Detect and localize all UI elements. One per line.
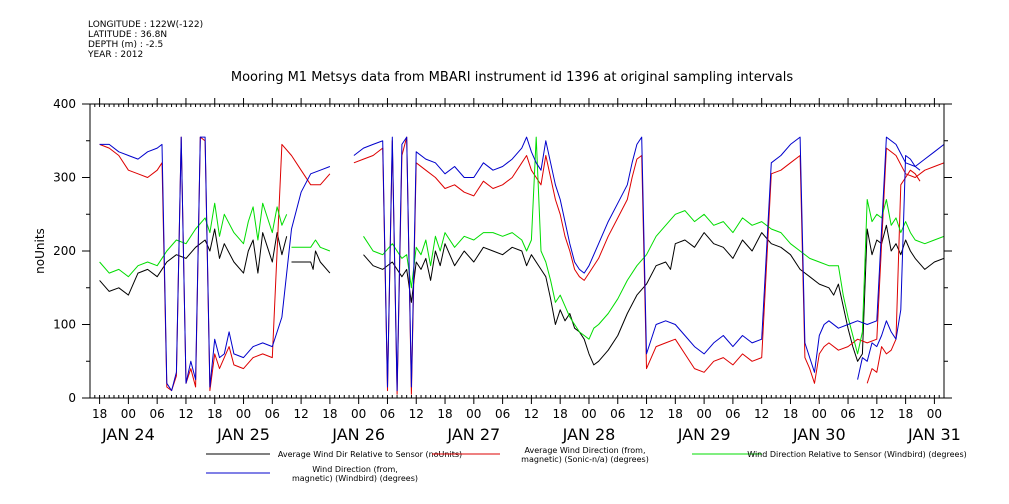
x-hour-label: 00	[121, 407, 136, 421]
x-hour-label: 12	[869, 407, 884, 421]
x-hour-label: 06	[150, 407, 165, 421]
x-hour-label: 12	[409, 407, 424, 421]
x-hour-label: 12	[178, 407, 193, 421]
legend-label-line: Average Wind Direction (from,	[524, 446, 645, 455]
series-3-segment-0	[99, 136, 331, 392]
series-0-segment-0	[99, 228, 288, 296]
x-hour-label: 06	[265, 407, 280, 421]
x-day-label: JAN 29	[677, 425, 731, 444]
x-hour-label: 06	[725, 407, 740, 421]
legend-label-1: Average Wind Direction (from, magnetic) (…	[521, 446, 649, 464]
x-hour-label: 18	[207, 407, 222, 421]
x-hour-label: 12	[639, 407, 654, 421]
x-hour-label: 18	[783, 407, 798, 421]
x-hour-label: 18	[92, 407, 107, 421]
axes-layer: 0 100 200 300 400 18 00 06 12 18 00 06 12 18 00 06 12 18 0…	[53, 97, 961, 444]
metadata-block: LONGITUDE : 122W(-122) LATITUDE : 36.8N …	[88, 20, 203, 60]
x-day-label: JAN 27	[446, 425, 500, 444]
series-3-segment-2	[857, 155, 921, 380]
x-day-label: JAN 24	[101, 425, 155, 444]
series-2-segment-2	[363, 136, 944, 355]
x-hour-label: 06	[840, 407, 855, 421]
x-hour-label: 18	[668, 407, 683, 421]
series-3-segment-1	[353, 136, 944, 392]
legend-label-line: magnetic) (Sonic-n/a) (degrees)	[521, 455, 649, 464]
x-hour-label: 00	[927, 407, 942, 421]
x-hour-label: 12	[754, 407, 769, 421]
legend-label-line: magnetic) (Windbird) (degrees)	[292, 474, 418, 483]
x-day-label: JAN 25	[216, 425, 270, 444]
series-0-segment-1	[291, 250, 331, 274]
y-tick-label: 0	[68, 391, 76, 405]
x-hour-label: 06	[495, 407, 510, 421]
x-day-label: JAN 31	[907, 425, 961, 444]
series-2-segment-0	[99, 202, 288, 278]
x-hour-label: 18	[898, 407, 913, 421]
x-hour-label: 18	[322, 407, 337, 421]
y-axis-label: noUnits	[33, 228, 47, 274]
x-day-label: JAN 28	[562, 425, 616, 444]
x-hour-label: 00	[466, 407, 481, 421]
chart-title: Mooring M1 Metsys data from MBARI instru…	[231, 70, 793, 85]
legend-label-2: Wind Direction Relative to Sensor (Windb…	[747, 450, 967, 459]
x-hour-label: 06	[380, 407, 395, 421]
x-hour-label: 00	[812, 407, 827, 421]
series-1-segment-2	[866, 169, 921, 384]
x-hour-label: 06	[610, 407, 625, 421]
series-0-segment-2	[363, 224, 944, 366]
legend: Average Wind Dir Relative to Sensor (noU…	[206, 446, 967, 483]
legend-label-line: Wind Direction (from,	[312, 465, 398, 474]
y-tick-label: 200	[53, 244, 76, 258]
series-1-segment-1	[353, 136, 944, 395]
latitude-text: LATITUDE : 36.8N	[88, 30, 168, 40]
y-tick-label: 300	[53, 171, 76, 185]
series-2-segment-1	[291, 239, 331, 252]
x-day-label: JAN 26	[331, 425, 385, 444]
x-hour-label: 18	[437, 407, 452, 421]
x-day-label: JAN 30	[792, 425, 846, 444]
x-hour-label: 00	[351, 407, 366, 421]
x-hour-label: 12	[293, 407, 308, 421]
series-1-segment-0	[99, 136, 331, 392]
x-hour-label: 00	[696, 407, 711, 421]
depth-text: DEPTH (m) : -2.5	[88, 40, 164, 50]
legend-label-0: Average Wind Dir Relative to Sensor (noU…	[278, 450, 462, 459]
y-tick-label: 400	[53, 97, 76, 111]
series-layer	[99, 136, 944, 395]
x-hour-label: 00	[236, 407, 251, 421]
x-hour-label: 00	[581, 407, 596, 421]
longitude-text: LONGITUDE : 122W(-122)	[88, 20, 204, 30]
y-tick-label: 100	[53, 318, 76, 332]
legend-label-3: Wind Direction (from, magnetic) (Windbird…	[292, 465, 418, 483]
x-hour-label: 12	[524, 407, 539, 421]
year-text: YEAR : 2012	[88, 50, 144, 60]
x-hour-label: 18	[553, 407, 568, 421]
